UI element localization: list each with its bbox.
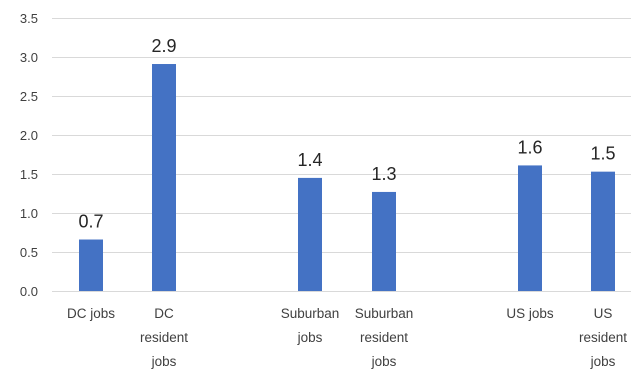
- category-label: US: [594, 306, 613, 321]
- category-label: resident: [579, 330, 627, 345]
- y-tick-label: 2.5: [20, 89, 38, 104]
- category-label: DC jobs: [67, 306, 115, 321]
- bar: [79, 239, 103, 291]
- data-label: 2.9: [151, 36, 176, 56]
- category-label: jobs: [151, 354, 177, 369]
- category-label: US jobs: [506, 306, 554, 321]
- category-label: Suburban: [281, 306, 340, 321]
- category-label: resident: [360, 330, 408, 345]
- category-labels: DC jobs DC resident jobs Suburban jobs Suburba…: [67, 306, 627, 369]
- category-label: DC: [154, 306, 174, 321]
- y-tick-label: 2.0: [20, 128, 38, 143]
- bar: [518, 165, 542, 291]
- data-label: 0.7: [78, 212, 103, 232]
- y-tick-label: 1.5: [20, 167, 38, 182]
- category-label: Suburban: [355, 306, 414, 321]
- bar: [372, 191, 396, 291]
- category-label: resident: [140, 330, 188, 345]
- bar: [591, 171, 615, 291]
- y-tick-label: 3.0: [20, 50, 38, 65]
- bars: [79, 64, 615, 292]
- gridlines: [52, 18, 631, 292]
- y-tick-label: 0.5: [20, 245, 38, 260]
- data-label: 1.5: [590, 144, 615, 164]
- data-label: 1.6: [517, 137, 542, 157]
- y-tick-label: 1.0: [20, 206, 38, 221]
- data-labels: 0.7 2.9 1.4 1.3 1.6 1.5: [78, 36, 615, 232]
- bar: [152, 64, 176, 292]
- category-label: jobs: [371, 354, 397, 369]
- y-tick-label: 0.0: [20, 284, 38, 299]
- data-label: 1.3: [371, 164, 396, 184]
- category-label: jobs: [297, 330, 323, 345]
- bar: [298, 177, 322, 291]
- category-label: jobs: [590, 354, 616, 369]
- data-label: 1.4: [297, 150, 322, 170]
- y-tick-label: 3.5: [20, 11, 38, 26]
- y-axis-ticks: 0.0 0.5 1.0 1.5 2.0 2.5 3.0 3.5: [20, 11, 38, 299]
